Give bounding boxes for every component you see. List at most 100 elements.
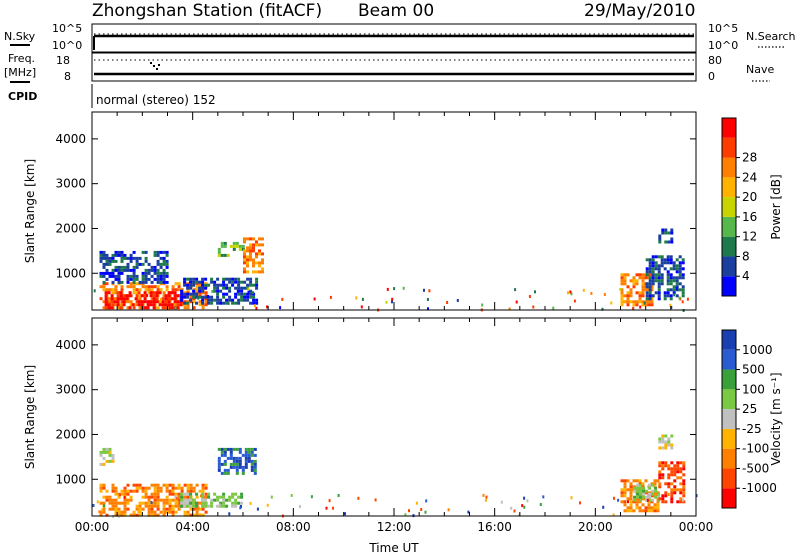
data-cell (638, 479, 642, 483)
data-cell (620, 288, 624, 292)
data-cell (261, 270, 264, 274)
data-cell (197, 506, 200, 510)
data-cell (532, 305, 535, 309)
data-cell (153, 489, 157, 493)
data-cell (103, 504, 105, 508)
data-cell (117, 501, 121, 505)
data-cell (240, 280, 244, 284)
data-cell (200, 494, 202, 498)
data-cell (108, 262, 112, 266)
data-cell (261, 252, 264, 256)
data-cell (231, 495, 235, 499)
data-cell (201, 289, 205, 293)
data-cell (153, 513, 157, 517)
data-cell (658, 234, 662, 238)
data-cell (510, 506, 513, 510)
data-cell (159, 489, 163, 493)
data-cell (638, 294, 642, 298)
data-cell (217, 468, 221, 472)
data-cell (174, 510, 178, 514)
data-cell (189, 507, 193, 511)
scatter-region (99, 250, 169, 284)
data-cell (201, 298, 205, 302)
data-cell (679, 476, 683, 480)
data-cell (666, 288, 670, 292)
data-cell (117, 306, 121, 310)
data-cell (661, 473, 665, 477)
data-cell (152, 306, 156, 310)
data-cell (682, 485, 686, 489)
data-cell (120, 256, 124, 260)
data-cell (656, 479, 660, 483)
data-cell (424, 510, 427, 514)
data-cell (111, 259, 115, 263)
data-cell (125, 297, 129, 301)
data-cell (114, 253, 118, 257)
data-cell (676, 461, 680, 465)
data-cell (657, 294, 661, 298)
data-cell (667, 437, 671, 441)
data-cell (192, 280, 196, 284)
data-cell (156, 489, 160, 493)
data-cell (238, 459, 242, 463)
data-cell (131, 303, 135, 307)
data-cell (223, 447, 227, 451)
data-cell (670, 237, 674, 241)
data-cell (229, 453, 233, 457)
data-cell (111, 256, 115, 260)
data-cell (123, 495, 126, 499)
data-cell (673, 479, 677, 483)
data-cell (223, 244, 227, 248)
data-cell (641, 285, 645, 289)
data-cell (141, 486, 145, 490)
nave-tick-bottom: 0 (708, 70, 715, 83)
data-cell (670, 470, 674, 474)
data-cell (99, 297, 103, 301)
data-cell (667, 240, 671, 244)
data-cell (658, 464, 662, 468)
data-cell (141, 262, 145, 266)
data-cell (165, 489, 169, 493)
data-cell (679, 491, 683, 495)
data-cell (213, 286, 217, 290)
data-cell (661, 231, 665, 235)
data-cell (645, 282, 649, 286)
data-cell (198, 489, 202, 493)
data-cell (179, 303, 183, 307)
data-cell (246, 277, 250, 281)
data-cell (238, 247, 242, 251)
data-cell (632, 479, 636, 483)
data-cell (672, 264, 676, 268)
data-cell (165, 280, 169, 284)
colorbar-segment (722, 369, 736, 390)
data-cell (144, 277, 148, 281)
data-cell (660, 273, 664, 277)
data-cell (237, 501, 241, 505)
data-cell (246, 258, 249, 262)
data-cell (644, 303, 648, 307)
data-cell (223, 450, 227, 454)
data-cell (669, 273, 673, 277)
data-cell (223, 468, 227, 472)
data-cell (656, 506, 660, 510)
data-cell (213, 498, 217, 502)
data-cell (620, 300, 624, 304)
data-cell (201, 295, 205, 299)
data-cell (638, 506, 642, 510)
data-cell (651, 294, 655, 298)
data-cell (651, 282, 655, 286)
colorbar-segment (722, 488, 736, 508)
data-cell (246, 255, 249, 259)
data-cell (144, 501, 148, 505)
data-cell (573, 299, 576, 303)
data-cell (670, 500, 674, 504)
data-cell (102, 507, 106, 511)
nsky-label: N.Sky (4, 30, 36, 43)
data-cell (393, 287, 396, 291)
data-cell (198, 300, 202, 304)
data-cell (126, 285, 130, 289)
data-cell (667, 473, 671, 477)
data-cell (173, 294, 177, 298)
data-cell (108, 507, 112, 511)
data-cell (620, 294, 624, 298)
